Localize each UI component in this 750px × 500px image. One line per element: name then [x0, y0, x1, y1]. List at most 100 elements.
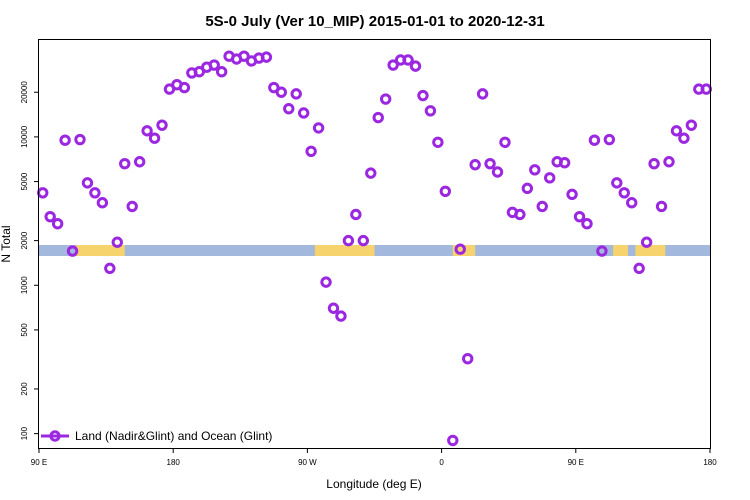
- surface-band: [39, 245, 710, 256]
- data-point: [119, 157, 131, 170]
- data-point: [663, 156, 675, 168]
- chart-title: 5S-0 July (Ver 10_MIP) 2015-01-01 to 202…: [205, 13, 544, 30]
- data-point: [402, 54, 414, 66]
- land-segment: [76, 245, 125, 256]
- data-point: [133, 156, 146, 168]
- data-point: [327, 302, 340, 314]
- data-point: [611, 177, 623, 189]
- data-point: [640, 236, 653, 248]
- data-point: [484, 157, 496, 170]
- x-tick-label: 90 E: [568, 458, 584, 467]
- data-point: [469, 158, 481, 171]
- data-point: [342, 234, 355, 247]
- data-point: [156, 119, 168, 131]
- data-point: [618, 187, 630, 199]
- data-point: [603, 133, 616, 146]
- x-tick-label: 0: [439, 458, 444, 467]
- data-point: [320, 276, 332, 288]
- data-point: [350, 208, 362, 221]
- data-point: [96, 197, 109, 209]
- data-point: [499, 136, 511, 148]
- data-point: [387, 59, 399, 71]
- data-point: [312, 122, 325, 134]
- y-tick-label: 200: [20, 382, 29, 396]
- data-point: [357, 234, 370, 247]
- data-point: [648, 157, 660, 170]
- data-point: [66, 245, 79, 257]
- x-axis-label: Longitude (deg E): [326, 477, 421, 491]
- data-point: [283, 102, 295, 115]
- data-point: [678, 132, 690, 144]
- x-tick-label: 90 W: [298, 458, 317, 467]
- data-point: [573, 210, 586, 223]
- y-axis-label: N Total: [0, 225, 13, 262]
- data-point: [379, 93, 392, 105]
- land-segment: [613, 245, 628, 256]
- y-axis-ticks: 100 200 500 1000 2000 5000 10000 20000: [20, 81, 39, 440]
- data-point: [365, 167, 377, 179]
- x-tick-label: 90 E: [31, 458, 47, 467]
- data-point: [260, 51, 273, 63]
- data-point: [544, 172, 556, 184]
- y-tick-label: 1000: [20, 276, 29, 294]
- x-tick-label: 180: [167, 458, 181, 467]
- data-point: [59, 134, 71, 146]
- legend-label: Land (Nadir&Glint) and Ocean (Glint): [75, 429, 272, 443]
- data-point: [409, 60, 422, 72]
- data-point: [238, 50, 250, 62]
- data-point: [290, 88, 302, 100]
- data-points: [37, 50, 712, 447]
- data-point: [305, 145, 317, 157]
- data-point: [208, 59, 220, 71]
- data-point: [372, 111, 384, 124]
- data-point: [633, 262, 645, 275]
- data-point: [111, 236, 123, 248]
- data-point: [536, 200, 548, 213]
- data-point: [178, 81, 191, 94]
- data-point: [588, 134, 601, 146]
- data-point: [454, 243, 466, 255]
- data-point: [514, 208, 526, 221]
- data-point: [558, 157, 571, 169]
- data-point: [74, 133, 86, 146]
- data-point: [655, 200, 668, 213]
- data-point: [529, 164, 541, 176]
- x-axis-ticks: 90 E 180 90 W 0 90 E 180: [31, 448, 717, 467]
- y-tick-label: 10000: [20, 125, 29, 148]
- data-point: [148, 132, 161, 144]
- y-tick-label: 5000: [20, 172, 29, 190]
- data-point: [491, 166, 504, 178]
- data-point: [275, 86, 288, 98]
- data-point: [37, 187, 49, 199]
- data-point: [670, 125, 683, 137]
- y-tick-label: 20000: [20, 81, 29, 104]
- data-point: [51, 218, 64, 230]
- y-tick-label: 2000: [20, 231, 29, 249]
- data-point: [44, 210, 56, 223]
- legend-marker: [49, 430, 61, 442]
- data-point: [81, 177, 94, 189]
- y-tick-label: 500: [20, 323, 29, 337]
- data-point: [700, 83, 712, 95]
- x-tick-label: 180: [703, 458, 717, 467]
- data-point: [447, 434, 459, 447]
- data-point: [626, 197, 638, 209]
- data-point: [476, 88, 489, 100]
- land-segment: [635, 245, 666, 256]
- legend: Land (Nadir&Glint) and Ocean (Glint): [41, 429, 272, 443]
- plot-frame: [38, 39, 711, 449]
- data-point: [424, 105, 437, 117]
- data-point: [581, 218, 593, 230]
- data-point: [104, 262, 116, 275]
- data-point: [417, 89, 429, 102]
- data-point: [566, 188, 578, 201]
- data-point: [141, 125, 153, 137]
- y-tick-label: 100: [20, 426, 29, 440]
- data-point: [297, 107, 310, 119]
- data-point: [461, 352, 474, 365]
- data-point: [215, 66, 228, 78]
- data-point: [521, 182, 534, 195]
- data-point: [126, 200, 138, 213]
- data-point: [335, 310, 347, 322]
- land-segment: [314, 245, 375, 256]
